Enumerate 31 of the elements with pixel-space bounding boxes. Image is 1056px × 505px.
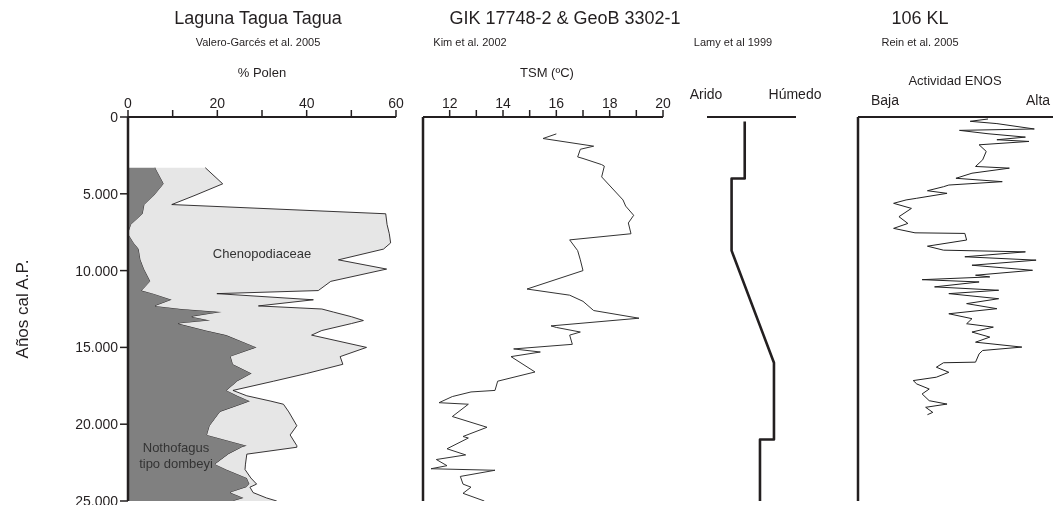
x-tick-label: 12 <box>441 95 458 111</box>
x-axis-title: Actividad ENOS <box>908 73 1002 88</box>
text: Húmedo <box>768 86 822 102</box>
y-tick-label: 0 <box>110 108 119 125</box>
chart-title: 106 KL <box>891 8 949 28</box>
text: Alta <box>1025 92 1051 108</box>
chart-subtitle: Valero-Garcés et al. 2005 <box>195 36 321 48</box>
x-axis-title: TSM (ºC) <box>520 65 574 80</box>
x-tick-label: 60 <box>388 95 404 111</box>
series-label: Nothofagus tipo dombeyi <box>139 440 213 471</box>
chart-subtitle: Lamy et al 1999 <box>693 36 773 48</box>
y-tick-label: 15.000 <box>75 339 119 356</box>
x-tick-label: 0 <box>124 95 133 111</box>
y-tick-label: 5.000 <box>82 185 119 202</box>
x-tick-label: 20 <box>655 95 671 111</box>
series-label: Chenopodiaceae <box>212 246 312 261</box>
x-tick-label: 20 <box>209 95 226 111</box>
x-tick-label: 18 <box>601 95 618 111</box>
y-axis-title: Años cal A.P. <box>13 259 33 359</box>
x-axis-title: % Polen <box>237 65 287 80</box>
x-tick-label: 40 <box>298 95 315 111</box>
x-tick-label: 16 <box>548 95 565 111</box>
y-tick-label: 10.000 <box>75 262 119 279</box>
chart-subtitle: Rein et al. 2005 <box>881 36 959 48</box>
text: Baja <box>870 92 900 108</box>
chart-title: GIK 17748-2 & GeoB 3302-1 <box>449 8 681 28</box>
text: Arido <box>689 86 723 102</box>
chart-title: Laguna Tagua Tagua <box>174 8 342 28</box>
x-tick-label: 14 <box>495 95 511 111</box>
chart-subtitle: Kim et al. 2002 <box>433 36 507 48</box>
y-tick-label: 20.000 <box>75 416 119 433</box>
